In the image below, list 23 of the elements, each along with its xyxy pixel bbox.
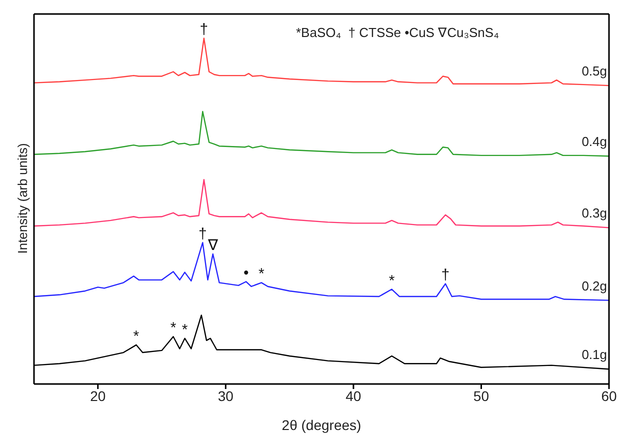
series-label: 0.3g [582,206,607,221]
x-tick-label: 30 [218,388,234,404]
series-label: 0.1g [582,347,607,362]
annotation: † [441,266,450,284]
annotation: * [170,320,176,337]
annotation: * [258,266,265,283]
series-label: 0.4g [582,134,607,150]
x-axis-title: 2θ (degrees) [282,417,362,433]
x-tick-label: 40 [346,388,362,404]
series-label: 0.2g [582,278,607,294]
annotation: † [200,21,208,38]
annotation: • [243,264,249,282]
annotation: *BaSO₄ † CTSSe •CuS ∇Cu₃SnS₄ [296,25,499,40]
x-tick-label: 60 [601,388,617,404]
x-tick-label: 20 [90,388,106,404]
annotation: ∇ [206,236,219,254]
annotation: † [198,226,207,243]
series-label: 0.5g [582,64,607,79]
y-axis-title: Intensity (arb units) [14,142,30,254]
annotation: * [182,321,188,338]
x-tick-label: 50 [473,388,490,404]
annotation: * [133,328,140,345]
annotation: * [388,272,395,290]
